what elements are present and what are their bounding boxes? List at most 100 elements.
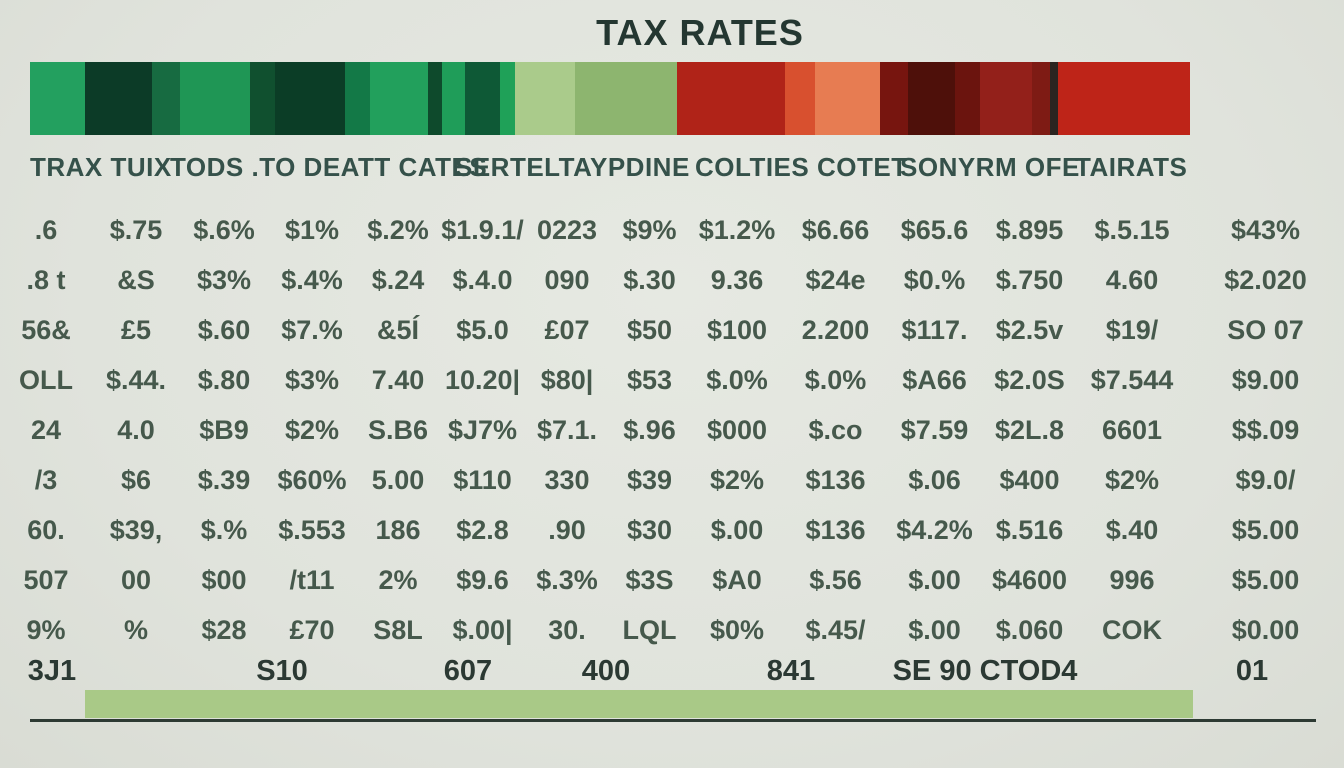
table-cell: .6: [34, 214, 58, 245]
color-bar-segment: [1050, 62, 1058, 135]
table-cell: 2%: [378, 564, 418, 595]
table-body: .6 $.75 $.6% $1% $.2% $1.9.1/0223 $9% $1.2% $6.6…: [0, 205, 1344, 655]
table-cell: $30: [626, 514, 673, 545]
table-cell: 186: [375, 514, 421, 545]
table-cell: $2.0S: [994, 364, 1065, 395]
color-bar-segment: [428, 62, 442, 135]
color-bar-segment: [815, 62, 880, 135]
table-cell: $.75: [109, 214, 163, 245]
table-cell: $0.00: [1231, 614, 1300, 645]
table-cell: 56&: [21, 314, 71, 345]
page-title: TAX RATES: [596, 12, 804, 53]
color-bar-segment: [1058, 62, 1190, 135]
table-cell: $00: [201, 564, 247, 595]
table-cell: $.06: [908, 464, 961, 495]
table-cell: $2%: [284, 414, 340, 445]
color-bar: [30, 62, 1190, 135]
table-cell: $7.1.: [536, 414, 598, 445]
column-header: TAIRATS: [1075, 152, 1188, 182]
table-cell: .90: [548, 514, 586, 545]
table-cell: $000: [706, 414, 768, 445]
table-row: 24 4.0 $B9 $2% S.B6 $J7% $7.1. $.96 $000 $.co $7.5…: [0, 405, 1344, 455]
table-row: 9%% $28 £70 S8L $.00| 30. LQL $0% $.45/ $.00 $.060…: [0, 605, 1344, 655]
table-cell: $39,: [109, 514, 163, 545]
table-row: .8 t &S $3% $.4% $.24 $.4.0 090 $.30 9.36 $24e $0.…: [0, 255, 1344, 305]
table-cell: $.6%: [193, 214, 255, 245]
table-cell: COK: [1102, 614, 1162, 645]
table-cell: $9.6: [456, 564, 509, 595]
header-row: TRAX TUIX TODS .TO DEATT CATES SERTELTAY…: [0, 152, 1344, 188]
table-cell: 9%: [26, 614, 66, 645]
table-cell: $1.9.1/: [441, 214, 524, 245]
table-cell: £07: [544, 314, 590, 345]
table-cell: $.0%: [706, 364, 768, 395]
color-bar-segment: [515, 62, 575, 135]
table-cell: LQL: [622, 614, 677, 645]
footer-cell: SE 90 CTOD4: [892, 655, 1078, 687]
table-cell: $2.5v: [995, 314, 1064, 345]
table-cell: $80|: [540, 364, 594, 395]
table-cell: $7.544: [1090, 364, 1174, 395]
table-cell: $.4.0: [452, 264, 513, 295]
table-cell: $.24: [371, 264, 425, 295]
table-cell: $.2%: [367, 214, 429, 245]
table-cell: $43%: [1230, 214, 1301, 245]
table-cell: $2%: [1104, 464, 1160, 495]
table-cell: $50: [626, 314, 673, 345]
footer-cell: 400: [581, 655, 631, 687]
table-cell: 9.36: [710, 264, 764, 295]
table-cell: $28: [201, 614, 247, 645]
table-cell: $2L.8: [994, 414, 1065, 445]
table-cell: $.895: [995, 214, 1064, 245]
table-cell: $B9: [199, 414, 249, 445]
color-bar-segment: [500, 62, 515, 135]
table-cell: $60%: [277, 464, 347, 495]
footer-cell: 3J1: [27, 655, 77, 687]
table-cell: $100: [706, 314, 768, 345]
table-cell: $400: [999, 464, 1060, 495]
table-cell: £5: [120, 314, 152, 345]
color-bar-segment: [575, 62, 677, 135]
footer-cell: 01: [1235, 655, 1269, 687]
table-cell: $.4%: [281, 264, 343, 295]
table-cell: 00: [120, 564, 152, 595]
column-header: SERTELTAYPDINE: [455, 152, 690, 182]
table-cell: /t11: [289, 564, 335, 595]
table-cell: 507: [23, 564, 69, 595]
table-cell: OLL: [19, 364, 73, 395]
table-cell: 5.00: [371, 464, 425, 495]
table-cell: $.45/: [805, 614, 866, 645]
table-cell: $.60: [197, 314, 251, 345]
table-cell: $.80: [197, 364, 251, 395]
color-bar-segment: [980, 62, 1032, 135]
table-cell: $.30: [623, 264, 676, 295]
table-cell: $2.020: [1224, 264, 1307, 295]
table-cell: $.750: [995, 264, 1064, 295]
table-row: OLL $.44. $.80 $3% 7.40 10.20| $80| $53 $.0% $.0%…: [0, 355, 1344, 405]
table-cell: $.40: [1105, 514, 1159, 545]
table-cell: 60.: [27, 514, 65, 545]
color-bar-segment: [880, 62, 908, 135]
footer-cell: 841: [766, 655, 816, 687]
table-cell: $.00|: [452, 614, 513, 645]
color-bar-segment: [275, 62, 345, 135]
table-cell: 0223: [536, 214, 598, 245]
table-cell: $117.: [901, 314, 968, 345]
table-cell: $.0%: [804, 364, 867, 395]
color-bar-segment: [345, 62, 370, 135]
bottom-rule: [30, 719, 1316, 722]
column-header: COLTIES COTET: [695, 152, 908, 182]
table-cell: $1%: [284, 214, 340, 245]
color-bar-segment: [465, 62, 500, 135]
footer-row: 3J1 S10 607 400 841 SE 90 CTOD4 01: [0, 655, 1344, 691]
table-row: .6 $.75 $.6% $1% $.2% $1.9.1/0223 $9% $1.2% $6.6…: [0, 205, 1344, 255]
table-cell: S8L: [373, 614, 423, 645]
table-cell: $.39: [197, 464, 251, 495]
table-cell: $.56: [809, 564, 862, 595]
table-cell: $5.00: [1231, 564, 1300, 595]
table-cell: SO 07: [1227, 314, 1304, 345]
table-cell: 24: [30, 414, 62, 445]
table-cell: $4600: [991, 564, 1068, 595]
table-cell: /3: [34, 464, 58, 495]
table-cell: $3%: [284, 364, 340, 395]
